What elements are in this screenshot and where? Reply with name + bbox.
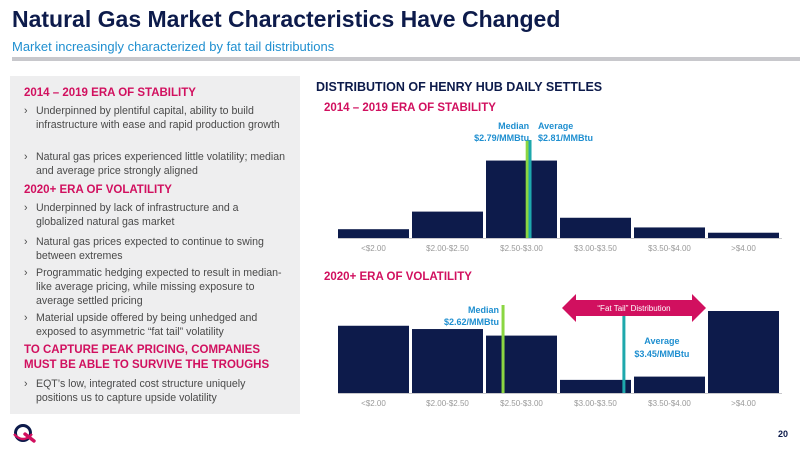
x-tick-label: $3.50-$4.00: [648, 399, 691, 408]
bullet-text: Underpinned by lack of infrastructure an…: [36, 202, 239, 228]
x-tick-label: $2.00-$2.50: [426, 399, 469, 408]
x-tick-label: <$2.00: [361, 244, 386, 253]
page-subtitle: Market increasingly characterized by fat…: [12, 39, 335, 54]
marker-label: Average: [538, 121, 573, 131]
left-panel: [10, 76, 300, 414]
bullet-marker: ›: [24, 105, 28, 117]
bar: [560, 379, 631, 393]
x-tick-label: $3.00-$3.50: [574, 244, 617, 253]
fat-tail-annotation: “Fat Tail” Distribution: [597, 304, 670, 313]
era1-bullet-1: › Underpinned by plentiful capital, abil…: [24, 104, 286, 132]
era2-heading: 2020+ ERA OF VOLATILITY: [24, 184, 172, 196]
median-line: [525, 140, 529, 238]
average-line: [528, 140, 532, 238]
median-line: [501, 305, 505, 393]
era1-bullet-2: › Natural gas prices experienced little …: [24, 150, 286, 178]
bullet-marker: ›: [24, 312, 28, 324]
marker-value-label: $2.79/MMBtu: [474, 133, 529, 143]
marker-value-label: $2.62/MMBtu: [444, 317, 499, 327]
bullet-marker: ›: [24, 236, 28, 248]
bullet-text: Material upside offered by being unhedge…: [36, 312, 258, 338]
x-tick-label: $2.50-$3.00: [500, 244, 543, 253]
x-tick-label: $2.00-$2.50: [426, 244, 469, 253]
bar: [708, 311, 779, 393]
bullet-marker: ›: [24, 378, 28, 390]
bar: [486, 335, 557, 393]
era2-bullet-2: › Natural gas prices expected to continu…: [24, 235, 286, 263]
bar: [338, 229, 409, 238]
bullet-text: Natural gas prices experienced little vo…: [36, 151, 286, 177]
chart-heading: DISTRIBUTION OF HENRY HUB DAILY SETTLES: [316, 80, 603, 94]
bullet-text: Programmatic hedging expected to result …: [36, 267, 282, 307]
average-line: [622, 305, 626, 393]
bullet-text: Underpinned by plentiful capital, abilit…: [36, 105, 280, 131]
bar: [338, 325, 409, 393]
x-tick-label: $2.50-$3.00: [500, 399, 543, 408]
era2-bullet-1: › Underpinned by lack of infrastructure …: [24, 201, 286, 229]
bar: [560, 217, 631, 238]
eqt-logo-icon: [13, 424, 36, 443]
bar: [708, 232, 779, 238]
bar: [486, 160, 557, 238]
title-divider: [12, 57, 800, 61]
x-tick-label: <$2.00: [361, 399, 386, 408]
fat-tail-arrow-icon: [562, 294, 706, 322]
bar: [634, 227, 705, 238]
x-tick-label: $3.00-$3.50: [574, 399, 617, 408]
bar: [634, 376, 705, 393]
eqt-bullet-1: › EQT’s low, integrated cost structure u…: [24, 377, 286, 405]
marker-label: Average: [644, 336, 679, 346]
marker-value-label: $3.45/MMBtu: [634, 349, 689, 359]
callout-heading: TO CAPTURE PEAK PRICING, COMPANIES MUST …: [24, 344, 270, 371]
page-number: 20: [778, 429, 789, 439]
bullet-text: EQT’s low, integrated cost structure uni…: [36, 378, 246, 404]
bullet-marker: ›: [24, 151, 28, 163]
marker-label: Median: [498, 121, 529, 131]
x-tick-label: >$4.00: [731, 244, 756, 253]
era2-bullet-3: › Programmatic hedging expected to resul…: [24, 266, 286, 308]
era1-heading: 2014 – 2019 ERA OF STABILITY: [24, 87, 196, 99]
bar: [412, 211, 483, 238]
chart1-title: 2014 – 2019 ERA OF STABILITY: [324, 102, 496, 114]
bullet-marker: ›: [24, 202, 28, 214]
x-tick-label: >$4.00: [731, 399, 756, 408]
bullet-marker: ›: [24, 267, 28, 279]
bar: [412, 329, 483, 393]
page-title: Natural Gas Market Characteristics Have …: [12, 6, 561, 32]
chart2-title: 2020+ ERA OF VOLATILITY: [324, 271, 472, 283]
era2-bullet-4: › Material upside offered by being unhed…: [24, 311, 286, 339]
marker-value-label: $2.81/MMBtu: [538, 133, 593, 143]
bullet-text: Natural gas prices expected to continue …: [36, 236, 264, 262]
x-tick-label: $3.50-$4.00: [648, 244, 691, 253]
marker-label: Median: [468, 305, 499, 315]
